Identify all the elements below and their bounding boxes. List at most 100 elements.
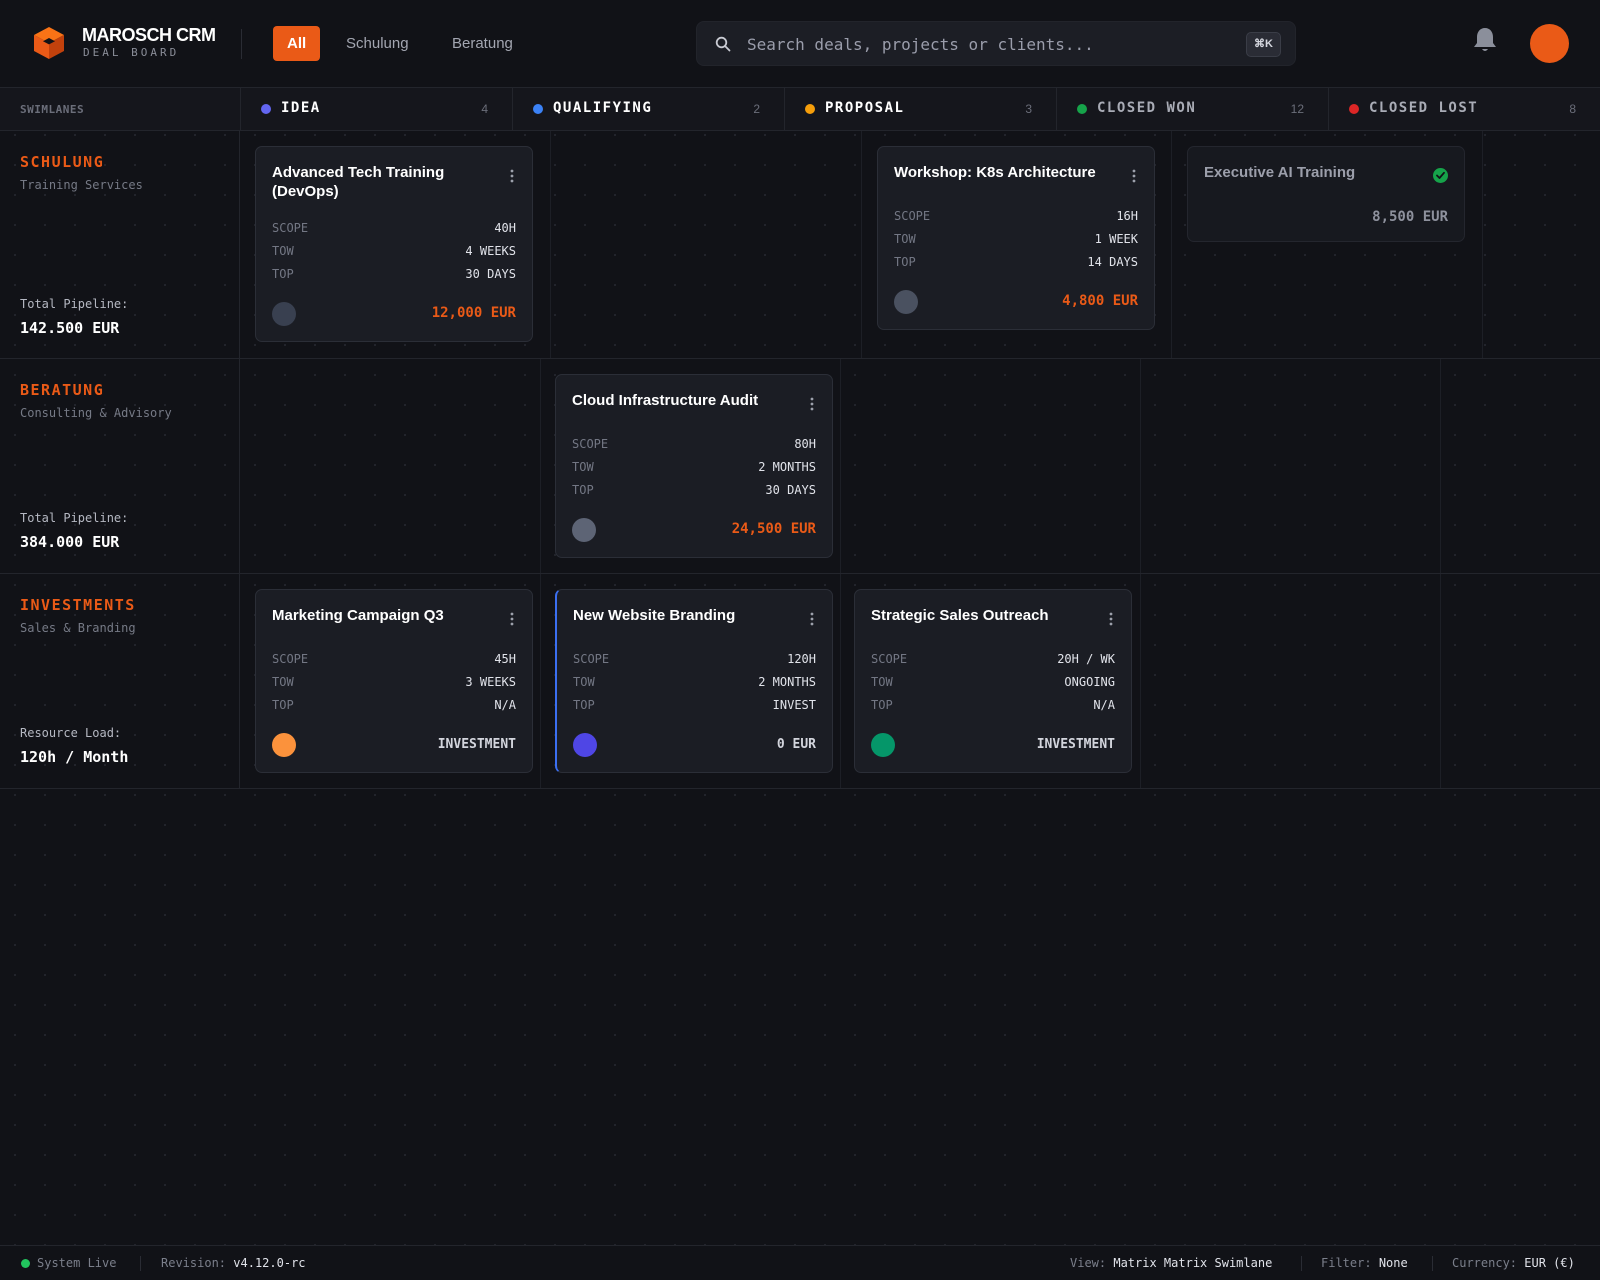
card-title: Advanced Tech Training (DevOps) xyxy=(272,164,445,200)
swimlane-header: BERATUNG Consulting & Advisory Total Pip… xyxy=(0,359,240,573)
search-box[interactable]: ⌘K xyxy=(696,21,1296,66)
filter-tab-all[interactable]: All xyxy=(273,26,321,61)
grid-line xyxy=(1140,359,1141,573)
column-title: QUALIFYING xyxy=(553,100,653,116)
filter-tab-beratung[interactable]: Beratung xyxy=(452,35,513,52)
deal-amount: 8,500 EUR xyxy=(1372,209,1448,225)
filter-tab-schulung[interactable]: Schulung xyxy=(346,35,409,52)
deal-card-strategic-sales-outreach[interactable]: Strategic Sales Outreach SCOPE 20H / WK T… xyxy=(854,589,1132,773)
app-subtitle: DEAL BOARD xyxy=(83,46,180,59)
kebab-menu-icon[interactable] xyxy=(510,169,514,183)
deal-card-new-website-branding[interactable]: New Website Branding SCOPE 120H TOW 2 MONT… xyxy=(555,589,833,773)
view-info: View: Matrix Matrix Swimlane xyxy=(1070,1256,1273,1270)
lane-metric-label: Total Pipeline: xyxy=(20,511,129,525)
deal-card-workshop-k8s[interactable]: Workshop: K8s Architecture SCOPE 16H TOW 1… xyxy=(877,146,1155,330)
grid-line xyxy=(1171,131,1172,358)
column-header-proposal[interactable]: PROPOSAL 3 xyxy=(784,88,1056,131)
grid-line xyxy=(1440,574,1441,788)
currency-info: Currency: EUR (€) xyxy=(1452,1256,1575,1270)
column-title: IDEA xyxy=(281,100,321,116)
grid-line xyxy=(840,574,841,788)
grid-line xyxy=(861,131,862,358)
grid-line xyxy=(540,359,541,573)
owner-avatar xyxy=(272,302,296,326)
card-title: Marketing Campaign Q3 xyxy=(272,607,444,624)
field-scope: SCOPE 16H xyxy=(894,209,1138,223)
status-dot xyxy=(1077,104,1087,114)
column-title: CLOSED WON xyxy=(1097,100,1197,116)
card-title: Cloud Infrastructure Audit xyxy=(572,392,759,409)
lane-title: INVESTMENTS xyxy=(20,596,136,614)
bell-icon[interactable] xyxy=(1472,26,1498,54)
field-tow: TOW 2 MONTHS xyxy=(573,675,816,689)
kebab-menu-icon[interactable] xyxy=(510,612,514,626)
swimlanes-label: SWIMLANES xyxy=(20,103,85,116)
field-scope: SCOPE 80H xyxy=(572,437,816,451)
column-count: 8 xyxy=(1569,102,1576,116)
column-title: PROPOSAL xyxy=(825,100,905,116)
column-header-row: SWIMLANES IDEA 4 QUALIFYING 2 PROPOSAL 3… xyxy=(0,88,1600,131)
column-header-closed-won[interactable]: CLOSED WON 12 xyxy=(1056,88,1328,131)
column-count: 12 xyxy=(1290,102,1304,116)
kebab-menu-icon[interactable] xyxy=(810,612,814,626)
deal-card-executive-ai-training[interactable]: Executive AI Training 8,500 EUR xyxy=(1187,146,1465,242)
grid-line xyxy=(540,574,541,788)
status-dot xyxy=(533,104,543,114)
deal-card-advanced-tech-training[interactable]: Advanced Tech Training (DevOps) SCOPE 40H… xyxy=(255,146,533,342)
column-header-closed-lost[interactable]: CLOSED LOST 8 xyxy=(1328,88,1600,131)
lane-metric-value: 120h / Month xyxy=(20,748,129,766)
lane-metric-value: 142.500 EUR xyxy=(20,319,120,337)
lane-title: SCHULUNG xyxy=(20,153,105,171)
card-title: Strategic Sales Outreach xyxy=(871,607,1049,624)
lane-metric-value: 384.000 EUR xyxy=(20,533,120,551)
field-scope: SCOPE 120H xyxy=(573,652,816,666)
app-title: MAROSCH CRM xyxy=(82,25,216,45)
owner-avatar xyxy=(871,733,895,757)
system-status: System Live xyxy=(37,1256,117,1270)
lane-subtitle: Sales & Branding xyxy=(20,621,136,635)
check-circle-icon xyxy=(1433,168,1448,183)
swimlane-beratung: BERATUNG Consulting & Advisory Total Pip… xyxy=(0,359,1600,574)
owner-avatar xyxy=(894,290,918,314)
deal-amount: 4,800 EUR xyxy=(1062,293,1138,309)
deal-amount: 12,000 EUR xyxy=(431,305,516,321)
user-avatar[interactable] xyxy=(1530,24,1569,63)
lane-subtitle: Training Services xyxy=(20,178,143,192)
owner-avatar xyxy=(573,733,597,757)
column-header-qualifying[interactable]: QUALIFYING 2 xyxy=(512,88,784,131)
grid-line xyxy=(1440,359,1441,573)
kebab-menu-icon[interactable] xyxy=(810,397,814,411)
revision-info: Revision: v4.12.0-rc xyxy=(161,1256,306,1270)
kebab-menu-icon[interactable] xyxy=(1132,169,1136,183)
lane-subtitle: Consulting & Advisory xyxy=(20,406,172,420)
status-dot xyxy=(261,104,271,114)
field-tow: TOW ONGOING xyxy=(871,675,1115,689)
field-top: TOP 30 DAYS xyxy=(272,267,516,281)
grid-line xyxy=(1482,131,1483,358)
owner-avatar xyxy=(272,733,296,757)
field-scope: SCOPE 40H xyxy=(272,221,516,235)
deal-card-cloud-infrastructure-audit[interactable]: Cloud Infrastructure Audit SCOPE 80H TOW 2… xyxy=(555,374,833,558)
field-scope: SCOPE 45H xyxy=(272,652,516,666)
grid-line xyxy=(1140,574,1141,788)
field-tow: TOW 4 WEEKS xyxy=(272,244,516,258)
field-tow: TOW 3 WEEKS xyxy=(272,675,516,689)
cube-logo-icon xyxy=(34,27,64,59)
status-separator xyxy=(1432,1256,1433,1271)
search-input[interactable] xyxy=(747,30,1217,58)
field-scope: SCOPE 20H / WK xyxy=(871,652,1115,666)
swimlane-header: SCHULUNG Training Services Total Pipelin… xyxy=(0,131,240,358)
card-title: Workshop: K8s Architecture xyxy=(894,164,1096,181)
column-header-idea[interactable]: IDEA 4 xyxy=(240,88,512,131)
swimlane-schulung: SCHULUNG Training Services Total Pipelin… xyxy=(0,131,1600,359)
column-title: CLOSED LOST xyxy=(1369,100,1479,116)
column-count: 3 xyxy=(1025,102,1032,116)
kebab-menu-icon[interactable] xyxy=(1109,612,1113,626)
grid-line xyxy=(550,131,551,358)
search-icon xyxy=(715,36,731,52)
field-top: TOP 30 DAYS xyxy=(572,483,816,497)
header-divider xyxy=(241,29,242,59)
column-count: 2 xyxy=(753,102,760,116)
deal-amount: 0 EUR xyxy=(776,737,816,752)
deal-card-marketing-campaign-q3[interactable]: Marketing Campaign Q3 SCOPE 45H TOW 3 WEEK… xyxy=(255,589,533,773)
